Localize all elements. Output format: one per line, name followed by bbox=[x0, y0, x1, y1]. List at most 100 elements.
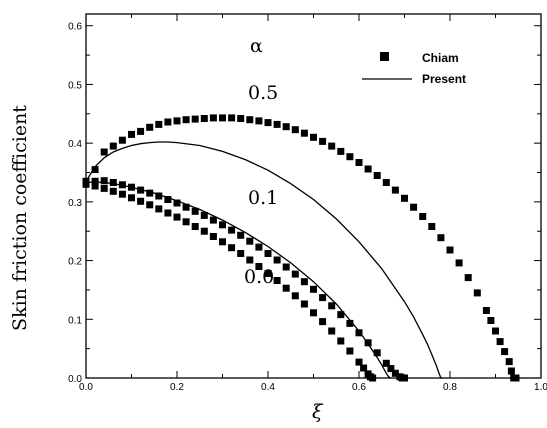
chiam-point-alpha-0-0 bbox=[360, 364, 368, 372]
chiam-point-alpha-0-5 bbox=[364, 165, 372, 173]
chiam-point-alpha-0-5 bbox=[228, 114, 236, 122]
chiam-point-alpha-0-5 bbox=[346, 153, 354, 161]
chiam-point-alpha-0-5 bbox=[109, 142, 117, 150]
chiam-point-alpha-0-5 bbox=[373, 172, 381, 179]
chiam-point-alpha-0-0 bbox=[219, 238, 226, 246]
y-tick-label: 0.4 bbox=[68, 139, 82, 150]
legend-marker-square bbox=[380, 52, 389, 61]
chiam-point-alpha-0-0 bbox=[337, 337, 345, 345]
chiam-point-alpha-0-1 bbox=[219, 221, 226, 229]
chiam-point-alpha-0-1 bbox=[91, 177, 99, 185]
chiam-point-alpha-0-0 bbox=[273, 277, 281, 284]
y-tick-label: 0.0 bbox=[68, 374, 82, 385]
chiam-point-alpha-0-1 bbox=[164, 196, 172, 203]
chiam-point-alpha-0-1 bbox=[373, 349, 381, 357]
chiam-point-alpha-0-5 bbox=[118, 136, 126, 144]
chiam-point-alpha-0-5 bbox=[246, 116, 254, 124]
chiam-point-alpha-0-0 bbox=[264, 270, 272, 277]
chiam-point-alpha-0-5 bbox=[455, 259, 463, 267]
chiam-point-alpha-0-5 bbox=[164, 118, 172, 126]
chiam-point-alpha-0-0 bbox=[282, 284, 290, 292]
chiam-point-alpha-0-5 bbox=[401, 194, 408, 202]
chiam-point-alpha-0-5 bbox=[482, 307, 490, 314]
chiam-point-alpha-0-5 bbox=[255, 117, 263, 125]
chiam-point-alpha-0-5 bbox=[137, 127, 145, 135]
chiam-point-alpha-0-1 bbox=[246, 237, 254, 245]
x-tick-label: 1.0 bbox=[534, 382, 547, 393]
chiam-point-alpha-0-1 bbox=[391, 369, 399, 377]
chiam-point-alpha-0-5 bbox=[382, 179, 390, 186]
chiam-point-alpha-0-1 bbox=[282, 263, 290, 271]
chiam-point-alpha-0-5 bbox=[310, 133, 317, 141]
chiam-point-alpha-0-1 bbox=[337, 311, 345, 319]
chiam-point-alpha-0-0 bbox=[173, 213, 181, 221]
chiam-point-alpha-0-5 bbox=[291, 126, 299, 134]
x-tick-label: 0.2 bbox=[170, 382, 184, 393]
chiam-point-alpha-0-5 bbox=[319, 137, 327, 145]
chiam-point-alpha-0-1 bbox=[200, 211, 208, 219]
chiam-point-alpha-0-1 bbox=[382, 359, 390, 367]
chiam-point-alpha-0-5 bbox=[264, 119, 272, 127]
present-lines bbox=[85, 141, 444, 379]
plot-frame bbox=[85, 13, 542, 379]
chiam-point-alpha-0-1 bbox=[355, 329, 363, 337]
legend-label-present: Present bbox=[422, 72, 466, 86]
y-tick-label: 0.2 bbox=[68, 257, 82, 268]
chiam-point-alpha-0-1 bbox=[346, 319, 354, 327]
curve-label-0-1: 0.1 bbox=[248, 187, 278, 209]
chiam-point-alpha-0-5 bbox=[473, 289, 481, 297]
chiam-point-alpha-0-5 bbox=[355, 159, 363, 166]
chiam-point-alpha-0-1 bbox=[209, 216, 217, 224]
chiam-point-alpha-0-5 bbox=[492, 327, 499, 335]
chiam-point-alpha-0-5 bbox=[512, 374, 520, 382]
chiam-point-alpha-0-5 bbox=[501, 348, 509, 356]
chiam-point-alpha-0-1 bbox=[273, 256, 281, 264]
alpha-parameter-symbol: α bbox=[250, 35, 263, 57]
chiam-point-alpha-0-1 bbox=[237, 231, 245, 239]
chiam-point-alpha-0-5 bbox=[437, 234, 445, 242]
y-tick-label: 0.5 bbox=[68, 80, 82, 91]
chiam-point-alpha-0-5 bbox=[391, 186, 399, 194]
chiam-point-alpha-0-0 bbox=[91, 182, 99, 190]
chiam-point-alpha-0-5 bbox=[505, 358, 513, 366]
chiam-point-alpha-0-0 bbox=[209, 233, 217, 240]
chiam-point-alpha-0-0 bbox=[328, 327, 336, 335]
chiam-point-alpha-0-1 bbox=[191, 207, 199, 215]
chiam-point-alpha-0-1 bbox=[173, 199, 181, 207]
chiam-point-alpha-0-5 bbox=[182, 116, 190, 124]
chiam-point-alpha-0-5 bbox=[146, 123, 154, 131]
chiam-point-alpha-0-0 bbox=[319, 318, 327, 326]
chiam-point-alpha-0-5 bbox=[410, 203, 418, 211]
chiam-point-alpha-0-1 bbox=[155, 192, 163, 200]
x-tick-label: 0.6 bbox=[352, 382, 366, 393]
chiam-point-alpha-0-1 bbox=[401, 374, 408, 382]
chiam-point-alpha-0-5 bbox=[496, 338, 504, 346]
chiam-point-alpha-0-5 bbox=[155, 120, 163, 128]
chiam-point-alpha-0-0 bbox=[200, 227, 208, 235]
chiam-point-alpha-0-5 bbox=[282, 123, 290, 131]
curve-label-0-0: 0.0 bbox=[244, 266, 274, 288]
chiam-point-alpha-0-5 bbox=[173, 117, 181, 125]
chiam-point-alpha-0-1 bbox=[328, 302, 336, 310]
chiam-point-alpha-0-5 bbox=[273, 120, 281, 128]
legend-label-chiam: Chiam bbox=[422, 51, 459, 65]
x-tick-label: 0.8 bbox=[443, 382, 457, 393]
chiam-point-alpha-0-0 bbox=[228, 244, 236, 252]
chiam-point-alpha-0-5 bbox=[128, 130, 135, 138]
chiam-point-alpha-0-1 bbox=[100, 177, 108, 185]
chiam-point-alpha-0-1 bbox=[310, 285, 317, 293]
axis-tick-labels: 0.0 0.2 0.4 0.6 0.8 1.0 0.0 0.1 0.2 0.3 0.4 0.5 0.6 bbox=[68, 22, 547, 393]
chiam-point-alpha-0-1 bbox=[146, 189, 154, 197]
chiam-point-alpha-0-0 bbox=[155, 205, 163, 213]
chiam-point-alpha-0-1 bbox=[319, 294, 327, 302]
chiam-point-alpha-0-1 bbox=[128, 183, 135, 191]
chiam-point-alpha-0-1 bbox=[118, 181, 126, 189]
chiam-point-alpha-0-5 bbox=[209, 114, 217, 122]
chiam-point-alpha-0-0 bbox=[146, 201, 154, 209]
plot-area-border bbox=[85, 13, 542, 379]
chiam-point-alpha-0-0 bbox=[128, 194, 135, 202]
chiam-point-alpha-0-0 bbox=[255, 263, 263, 270]
chiam-point-alpha-0-1 bbox=[387, 365, 395, 373]
chiam-point-alpha-0-0 bbox=[109, 187, 117, 195]
